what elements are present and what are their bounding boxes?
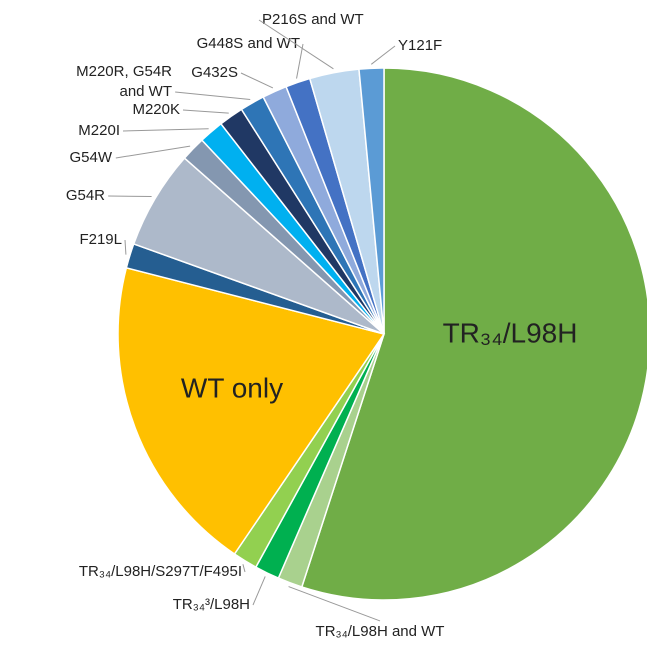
leader-line xyxy=(370,45,396,65)
slice-label: G54W xyxy=(69,149,112,166)
slice-label: TR₃₄/L98H xyxy=(443,317,578,348)
slice-label: M220R, G54R and WT xyxy=(76,63,172,100)
label-line: and WT xyxy=(119,83,172,100)
pie-slice xyxy=(117,266,386,556)
leader-line xyxy=(288,586,381,622)
slice-label: M220K xyxy=(132,101,180,118)
leader-line xyxy=(108,195,152,198)
pie-slice xyxy=(358,67,385,335)
slice-label: TR₃₄/L98H/S297T/F495I xyxy=(79,563,242,580)
slice-label: G432S xyxy=(191,64,238,81)
slice-label: TR₃₄/L98H and WT xyxy=(316,623,445,640)
slice-label: WT only xyxy=(181,372,283,403)
leader-line xyxy=(258,19,334,70)
leader-line xyxy=(242,564,246,573)
slice-label: TR₃₄³/L98H xyxy=(173,596,250,613)
leader-line xyxy=(115,145,191,159)
slice-label: Y121F xyxy=(398,37,442,54)
slice-label: G54R xyxy=(66,187,105,204)
leader-line xyxy=(252,576,266,606)
label-line: M220R, G54R xyxy=(76,63,172,80)
slice-label: F219L xyxy=(79,231,122,248)
leader-line xyxy=(240,72,274,89)
leader-line xyxy=(124,239,127,255)
slice-label: M220I xyxy=(78,122,120,139)
slice-label: G448S and WT xyxy=(197,35,300,52)
leader-line xyxy=(122,128,209,132)
leader-line xyxy=(296,43,304,79)
slice-label: P216S and WT xyxy=(262,11,364,28)
leader-line xyxy=(182,109,229,114)
leader-line xyxy=(175,91,251,100)
